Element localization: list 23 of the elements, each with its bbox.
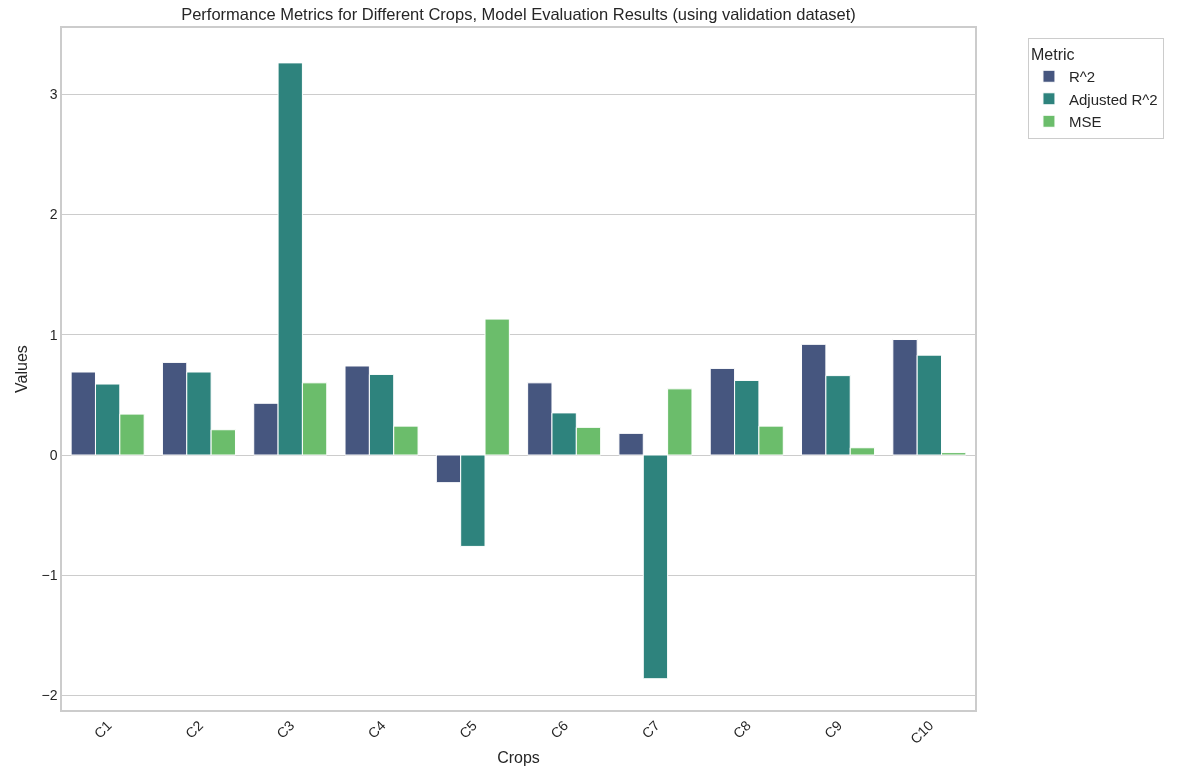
y-tick-label: −1 [41,567,58,584]
y-tick-label: 2 [49,206,58,223]
x-tick-label: C1 [90,717,115,742]
chart-title: Performance Metrics for Different Crops, Model Evaluation Results (using validation dataset) [181,4,856,23]
legend-label: MSE [1068,113,1102,131]
x-tick-label: C9 [821,717,846,742]
x-tick-label: C5 [455,717,481,742]
x-axis-title: Crops [497,748,540,766]
x-tick-label: C10 [906,717,937,747]
legend-label: Adjusted R^2 [1068,90,1158,108]
x-tick-label: C2 [182,717,207,742]
y-tick-label: 1 [49,326,58,343]
x-tick-label: C7 [638,717,663,742]
y-tick-label: −2 [41,687,58,704]
x-tick-label: C8 [729,717,754,742]
x-tick-label: C6 [547,717,572,742]
legend-label: R^2 [1068,68,1096,86]
x-tick-label: C4 [364,717,389,742]
y-axis-title: Values [12,345,30,393]
legend-title: Metric [1030,46,1075,64]
y-tick-label: 0 [49,446,58,463]
x-tick-label: C3 [273,717,298,742]
y-tick-label: 3 [49,86,58,103]
